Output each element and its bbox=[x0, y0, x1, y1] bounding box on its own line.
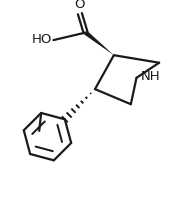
Text: HO: HO bbox=[32, 33, 53, 46]
Polygon shape bbox=[84, 31, 114, 55]
Text: NH: NH bbox=[141, 70, 161, 83]
Text: O: O bbox=[75, 0, 85, 11]
